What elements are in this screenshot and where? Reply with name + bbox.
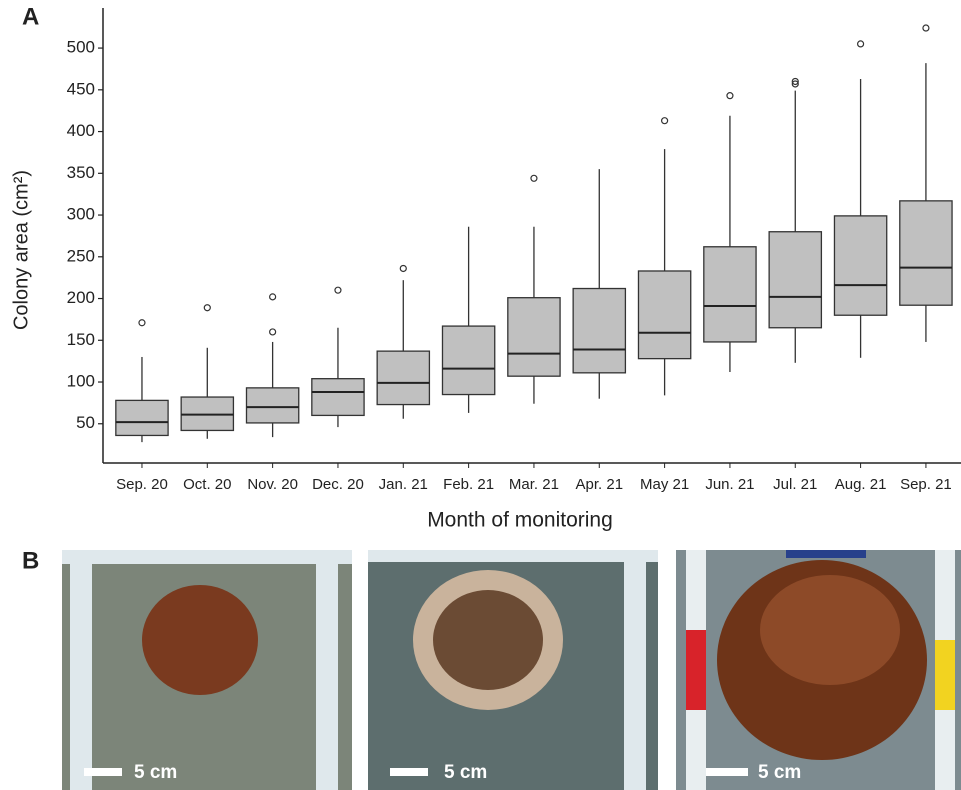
x-tick-label: Jan. 21: [379, 476, 428, 493]
x-tick-label: May 21: [640, 476, 689, 493]
y-tick-label: 200: [67, 288, 95, 307]
y-tick-label: 250: [67, 246, 95, 265]
box: [312, 379, 364, 416]
box: [638, 271, 690, 359]
outlier: [204, 305, 210, 311]
panel-label: B: [22, 547, 39, 574]
box: [900, 201, 952, 305]
y-tick-label: 500: [67, 38, 95, 57]
box: [508, 298, 560, 376]
box: [834, 216, 886, 315]
outlier: [531, 175, 537, 181]
outlier: [858, 41, 864, 47]
y-tick-label: 350: [67, 163, 95, 182]
figure: A Month of monitoring Colony area (cm²) …: [0, 0, 961, 790]
x-tick-label: Jul. 21: [773, 476, 817, 493]
x-tick-label: Sep. 21: [900, 476, 952, 493]
y-tick-label: 150: [67, 330, 95, 349]
panel-label: A: [22, 3, 39, 30]
y-tick-label: 450: [67, 79, 95, 98]
outlier: [270, 294, 276, 300]
box: [704, 247, 756, 342]
x-tick-label: Jun. 21: [705, 476, 754, 493]
x-tick-label: Mar. 21: [509, 476, 559, 493]
outlier: [335, 287, 341, 293]
y-tick-label: 300: [67, 205, 95, 224]
photo: [676, 550, 961, 790]
box: [377, 351, 429, 404]
box: [442, 326, 494, 394]
x-tick-label: Sep. 20: [116, 476, 168, 493]
x-axis-label: Month of monitoring: [427, 509, 613, 532]
y-tick-label: 100: [67, 372, 95, 391]
outlier: [662, 118, 668, 124]
x-tick-label: Nov. 20: [247, 476, 298, 493]
scale-bar-label: 5 cm: [444, 762, 487, 783]
x-tick-label: Apr. 21: [576, 476, 624, 493]
box: [573, 289, 625, 373]
outlier: [923, 25, 929, 31]
x-tick-label: Dec. 20: [312, 476, 364, 493]
y-tick-label: 50: [76, 413, 95, 432]
x-tick-label: Aug. 21: [835, 476, 887, 493]
scale-bar-label: 5 cm: [758, 762, 801, 783]
photo: [368, 550, 658, 790]
x-tick-label: Feb. 21: [443, 476, 494, 493]
y-axis-label: Colony area (cm²): [10, 170, 32, 330]
outlier: [139, 320, 145, 326]
outlier: [270, 329, 276, 335]
scale-bar-label: 5 cm: [134, 762, 177, 783]
outlier: [727, 93, 733, 99]
box: [769, 232, 821, 328]
x-tick-label: Oct. 20: [183, 476, 231, 493]
y-tick-label: 400: [67, 121, 95, 140]
outlier: [400, 265, 406, 271]
box: [246, 388, 298, 423]
photo: [62, 550, 352, 790]
box: [116, 400, 168, 435]
